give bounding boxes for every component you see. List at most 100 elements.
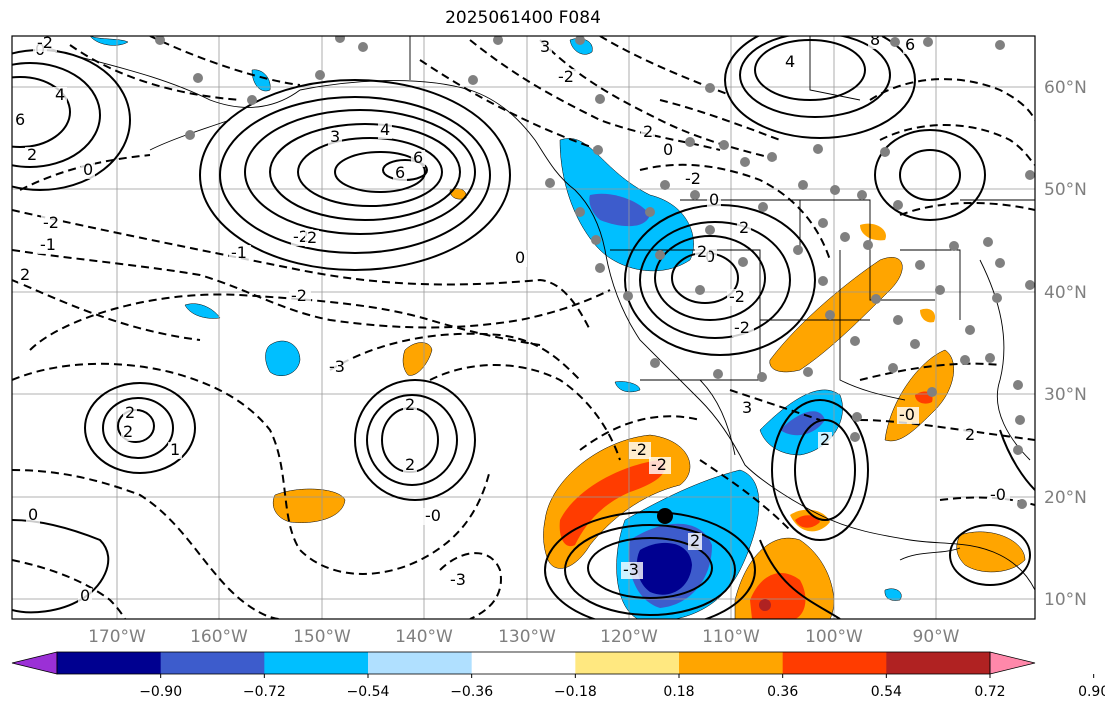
lon-label: 160°W — [190, 627, 248, 647]
contour-label: 0 — [515, 248, 525, 267]
contour-label: -2 — [37, 33, 53, 52]
contour-label-bg — [903, 37, 917, 54]
contour-label-bg — [41, 215, 63, 232]
contour-label-bg — [988, 487, 1010, 504]
contour-label: 3 — [742, 398, 752, 417]
contour-label-bg — [378, 122, 392, 139]
contour-label: 4 — [55, 85, 65, 104]
contour-label-bg — [707, 192, 721, 209]
contour-label-bg — [649, 457, 671, 474]
lon-label: 90°W — [913, 627, 960, 647]
contour-label-bg — [661, 142, 675, 159]
contour-label-bg — [740, 400, 754, 417]
contour-label-bg — [393, 165, 407, 182]
contour-label: 6 — [15, 110, 25, 129]
contour-label-bg — [963, 427, 977, 444]
colorbar-bin — [575, 652, 680, 674]
contour-label-bg — [123, 405, 137, 422]
contour-label-bg — [411, 150, 425, 167]
contour-label-bg — [403, 397, 417, 414]
storm-center-marker — [657, 508, 673, 524]
contours-dashed — [12, 36, 1035, 619]
contour-label: -2 — [685, 169, 701, 188]
contour-label-bg — [18, 267, 32, 284]
contour-labels: 642003466-2-1-2220-2-3-321222-2-00-222-0… — [13, 30, 1010, 605]
contour-label: -2 — [558, 67, 574, 86]
contour-label: 6 — [413, 148, 423, 167]
contour-label: 0 — [709, 190, 719, 209]
contour-label: 6 — [905, 35, 915, 54]
contour-label-bg — [403, 457, 417, 474]
contour-label-bg — [121, 424, 135, 441]
contour-label-bg — [81, 162, 95, 179]
colorbar-bin — [57, 652, 162, 674]
lat-label: 20°N — [1044, 488, 1087, 508]
colorbar-bin — [471, 652, 576, 674]
contour-label-bg — [289, 288, 311, 305]
contour-label: 2 — [965, 425, 975, 444]
contour-label: 2 — [307, 228, 317, 247]
lon-label: 140°W — [395, 627, 453, 647]
contour-label: -2 — [293, 227, 309, 246]
contour-label: 6 — [395, 163, 405, 182]
latitude-labels: 60°N 50°N 40°N 30°N 20°N 10°N — [1044, 78, 1087, 610]
colorbar-bin — [782, 652, 887, 674]
contour-label: 0 — [705, 247, 715, 266]
map-frame — [11, 35, 1036, 620]
contour-label-bg — [683, 171, 705, 188]
contours-solid — [12, 36, 1035, 619]
lon-label: 110°W — [702, 627, 760, 647]
contour-label: 2 — [820, 430, 830, 449]
contour-label: -1 — [40, 235, 56, 254]
contour-label: 3 — [540, 37, 550, 56]
contour-label: -0 — [990, 485, 1006, 504]
lon-label: 120°W — [600, 627, 658, 647]
contour-label: -0 — [425, 506, 441, 525]
colorbar-extend-high — [989, 651, 1036, 675]
contour-label: 2 — [125, 403, 135, 422]
colorbar-tick-label: −0.90 — [139, 684, 182, 700]
contour-label: -2 — [631, 440, 647, 459]
contour-label-bg — [53, 87, 67, 104]
contour-label: 4 — [785, 52, 795, 71]
contour-label-bg — [26, 507, 40, 524]
contour-label-bg — [897, 407, 919, 424]
colorbar-bin — [886, 652, 991, 674]
contour-label: -2 — [729, 287, 745, 306]
contour-label: 2 — [123, 422, 133, 441]
colorbar-tick-label: 0.72 — [974, 684, 1005, 700]
colorbar-frame — [56, 651, 991, 675]
contour-label: 2 — [697, 242, 707, 261]
contour-label-bg — [688, 533, 702, 550]
contour-label: -3 — [623, 560, 639, 579]
contour-label: 0 — [663, 140, 673, 159]
contour-label-bg — [513, 250, 527, 267]
contour-label: 2 — [27, 145, 37, 164]
contour-label: 3 — [330, 127, 340, 146]
colorbar-tick-label: 0.36 — [767, 684, 798, 700]
lon-label: 130°W — [498, 627, 556, 647]
colorbar-bin — [264, 652, 369, 674]
contour-label: 0 — [83, 160, 93, 179]
colorbar-tick-label: −0.36 — [450, 684, 493, 700]
colorbar-tick-label: −0.18 — [554, 684, 597, 700]
contour-label-bg — [305, 230, 319, 247]
lon-label: 150°W — [293, 627, 351, 647]
colorbar-tick-label: 0.54 — [871, 684, 902, 700]
contour-label: -2 — [651, 455, 667, 474]
contour-label-bg — [737, 220, 751, 237]
coastlines — [39, 36, 1035, 591]
contour-label: -2 — [43, 213, 59, 232]
contour-label: -2 — [291, 286, 307, 305]
lat-label: 10°N — [1044, 590, 1087, 610]
contour-label-bg — [35, 36, 57, 52]
contour-label: 8 — [870, 30, 880, 49]
station-dots — [155, 36, 1035, 611]
contour-label-bg — [423, 508, 445, 525]
colorbar-tick-label: 0.18 — [663, 684, 694, 700]
colorbar-extend-low — [11, 651, 58, 675]
contour-label-bg — [13, 112, 27, 129]
contour-label-bg — [621, 562, 643, 579]
contour-label-bg — [629, 442, 651, 459]
